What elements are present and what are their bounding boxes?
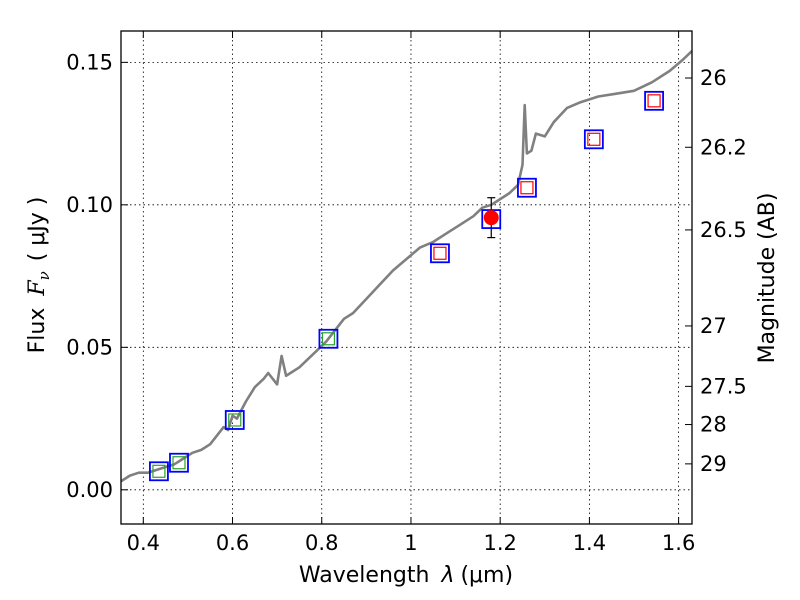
observed-point (517, 177, 537, 198)
y-tick-label: 0.15 (66, 50, 113, 74)
model-point (520, 181, 534, 195)
observed-point (318, 328, 339, 349)
x-tick-label: 1.4 (573, 531, 606, 555)
observed-point (583, 129, 604, 150)
x-tick-label: 1.2 (483, 531, 516, 555)
x-tick-label: 1 (404, 531, 417, 555)
photometry-points (149, 90, 664, 482)
y-tick-label: 0.05 (66, 335, 113, 359)
spectrum-line (121, 49, 692, 483)
x-axis-symbol: λ (440, 563, 454, 588)
model-point (152, 464, 166, 478)
observed-point (224, 410, 245, 430)
model-point (647, 94, 661, 108)
y-axis-unit: ( μJy ) (25, 197, 50, 262)
right-tick-label: 26.5 (700, 218, 747, 242)
y-tick-label: 0.10 (66, 193, 113, 217)
y-tick-label: 0.00 (66, 478, 113, 502)
observed-point (644, 90, 664, 111)
highlight-point (483, 210, 499, 226)
x-tick-label: 1.6 (662, 531, 695, 555)
axis-ticks: 0.4 0.6 0.8 1 1.2 1.4 1.6 0.00 0.05 0.10 0.15 26 26.… (66, 31, 747, 555)
model-point (587, 132, 601, 146)
x-tick-label: 0.8 (305, 531, 338, 555)
y-axis-subscript: ν (35, 271, 53, 280)
right-tick-label: 27 (700, 314, 727, 338)
right-axis-title: Magnitude (AB) (755, 193, 780, 364)
x-tick-label: 0.4 (127, 531, 160, 555)
model-point (228, 413, 242, 427)
observed-point (481, 209, 502, 229)
observed-point (149, 461, 169, 482)
right-tick-label: 27.5 (700, 374, 747, 398)
y-axis-label: Flux (25, 308, 50, 354)
plot-area-frame (120, 30, 693, 525)
grid-lines (121, 31, 692, 524)
right-tick-label: 26.2 (700, 135, 747, 159)
observed-point (430, 243, 450, 264)
x-axis-unit: (μm) (460, 563, 513, 588)
right-tick-label: 28 (700, 413, 727, 437)
model-spectrum (121, 49, 692, 483)
right-tick-label: 26 (700, 66, 727, 90)
y-axis-symbol: F (25, 280, 50, 297)
model-point (433, 246, 447, 260)
x-axis-label: Wavelength (299, 563, 430, 588)
x-tick-label: 0.6 (216, 531, 249, 555)
x-axis-title: Wavelength λ (μm) (299, 563, 513, 588)
model-point (321, 332, 336, 346)
model-point (172, 456, 186, 470)
y-axis-title: Flux Fν ( μJy ) (25, 197, 53, 354)
right-tick-label: 29 (700, 452, 727, 476)
observed-point (169, 452, 189, 473)
